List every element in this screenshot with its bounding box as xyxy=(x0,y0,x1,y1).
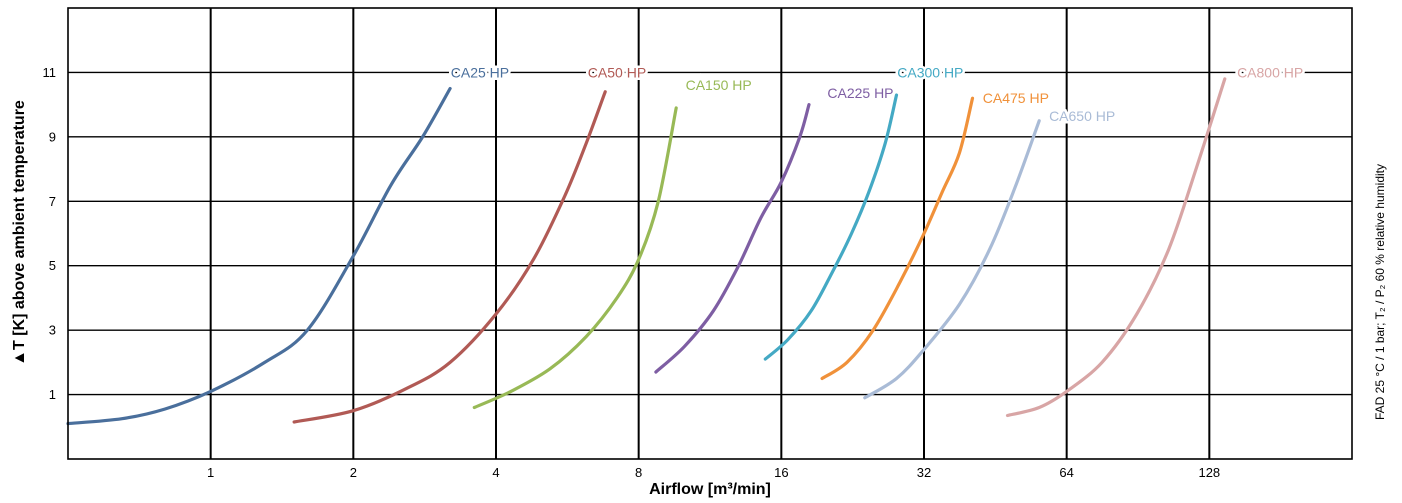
x-tick-label: 2 xyxy=(350,465,357,480)
y-axis-title: ▲T [K] above ambient temperature xyxy=(11,100,28,366)
series-label-ca25-hp: CA25 HP xyxy=(451,64,509,80)
x-tick-label: 32 xyxy=(917,465,931,480)
x-tick-label: 4 xyxy=(492,465,499,480)
series-line-ca475-hp xyxy=(820,96,975,381)
x-tick-label: 16 xyxy=(774,465,788,480)
series-line-ca25-hp xyxy=(66,86,452,426)
y-tick-label: 9 xyxy=(49,129,56,144)
y-tick-label: 7 xyxy=(49,194,56,209)
x-axis-title: Airflow [m³/min] xyxy=(649,481,771,498)
series-label-ca50-hp: CA50 HP xyxy=(588,64,646,80)
x-tick-label: 64 xyxy=(1059,465,1073,480)
x-tick-label: 8 xyxy=(635,465,642,480)
series-line-ca800-hp xyxy=(1005,77,1227,418)
x-tick-label: 1 xyxy=(207,465,214,480)
series-label-ca300-hp: CA300 HP xyxy=(897,64,963,80)
y-tick-labels: 1 3 5 7 9 11 xyxy=(43,65,57,402)
x-tick-label: 128 xyxy=(1198,465,1220,480)
y-tick-label: 11 xyxy=(43,65,57,80)
series-line-ca300-hp xyxy=(763,93,899,361)
plot-frame xyxy=(67,7,1353,460)
series-label-ca225-hp: CA225 HP xyxy=(827,85,893,101)
grid xyxy=(68,8,1352,459)
x-tick-labels: 1 2 4 8 16 32 64 128 xyxy=(207,465,1220,480)
series-label-ca800-hp: CA800 HP xyxy=(1237,64,1303,80)
series-line-ca50-hp xyxy=(292,90,607,424)
series-label-ca475-hp: CA475 HP xyxy=(983,90,1049,106)
y-tick-label: 3 xyxy=(49,323,56,338)
conditions-note: FAD 25 °C / 1 bar; T₂ / P₂ 60 % relative… xyxy=(1373,164,1387,420)
y-tick-label: 1 xyxy=(49,387,56,402)
series-lines xyxy=(66,77,1227,426)
series-label-ca650-hp: CA650 HP xyxy=(1049,108,1115,124)
series-line-ca225-hp xyxy=(654,103,811,374)
series-line-ca650-hp xyxy=(863,119,1041,400)
series-label-ca150-hp: CA150 HP xyxy=(686,77,752,93)
y-tick-label: 5 xyxy=(49,258,56,273)
series-line-ca150-hp xyxy=(472,106,678,410)
